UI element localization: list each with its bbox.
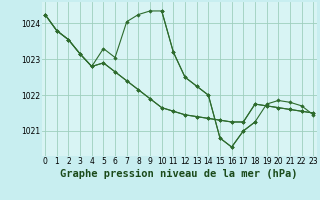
X-axis label: Graphe pression niveau de la mer (hPa): Graphe pression niveau de la mer (hPa) [60, 169, 298, 179]
